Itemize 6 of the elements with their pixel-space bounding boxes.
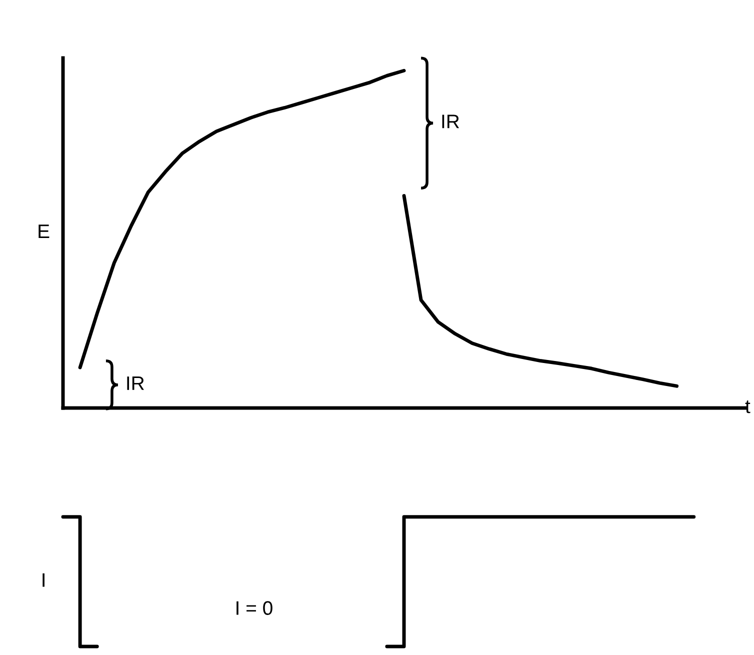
- y-axis-title: I: [42, 573, 44, 587]
- x-axis-title: t: [745, 400, 750, 414]
- annotation: IR: [127, 376, 144, 390]
- annotation: IR: [442, 114, 460, 128]
- y-axis-title: E: [38, 224, 50, 238]
- annotation: I = 0: [236, 601, 272, 615]
